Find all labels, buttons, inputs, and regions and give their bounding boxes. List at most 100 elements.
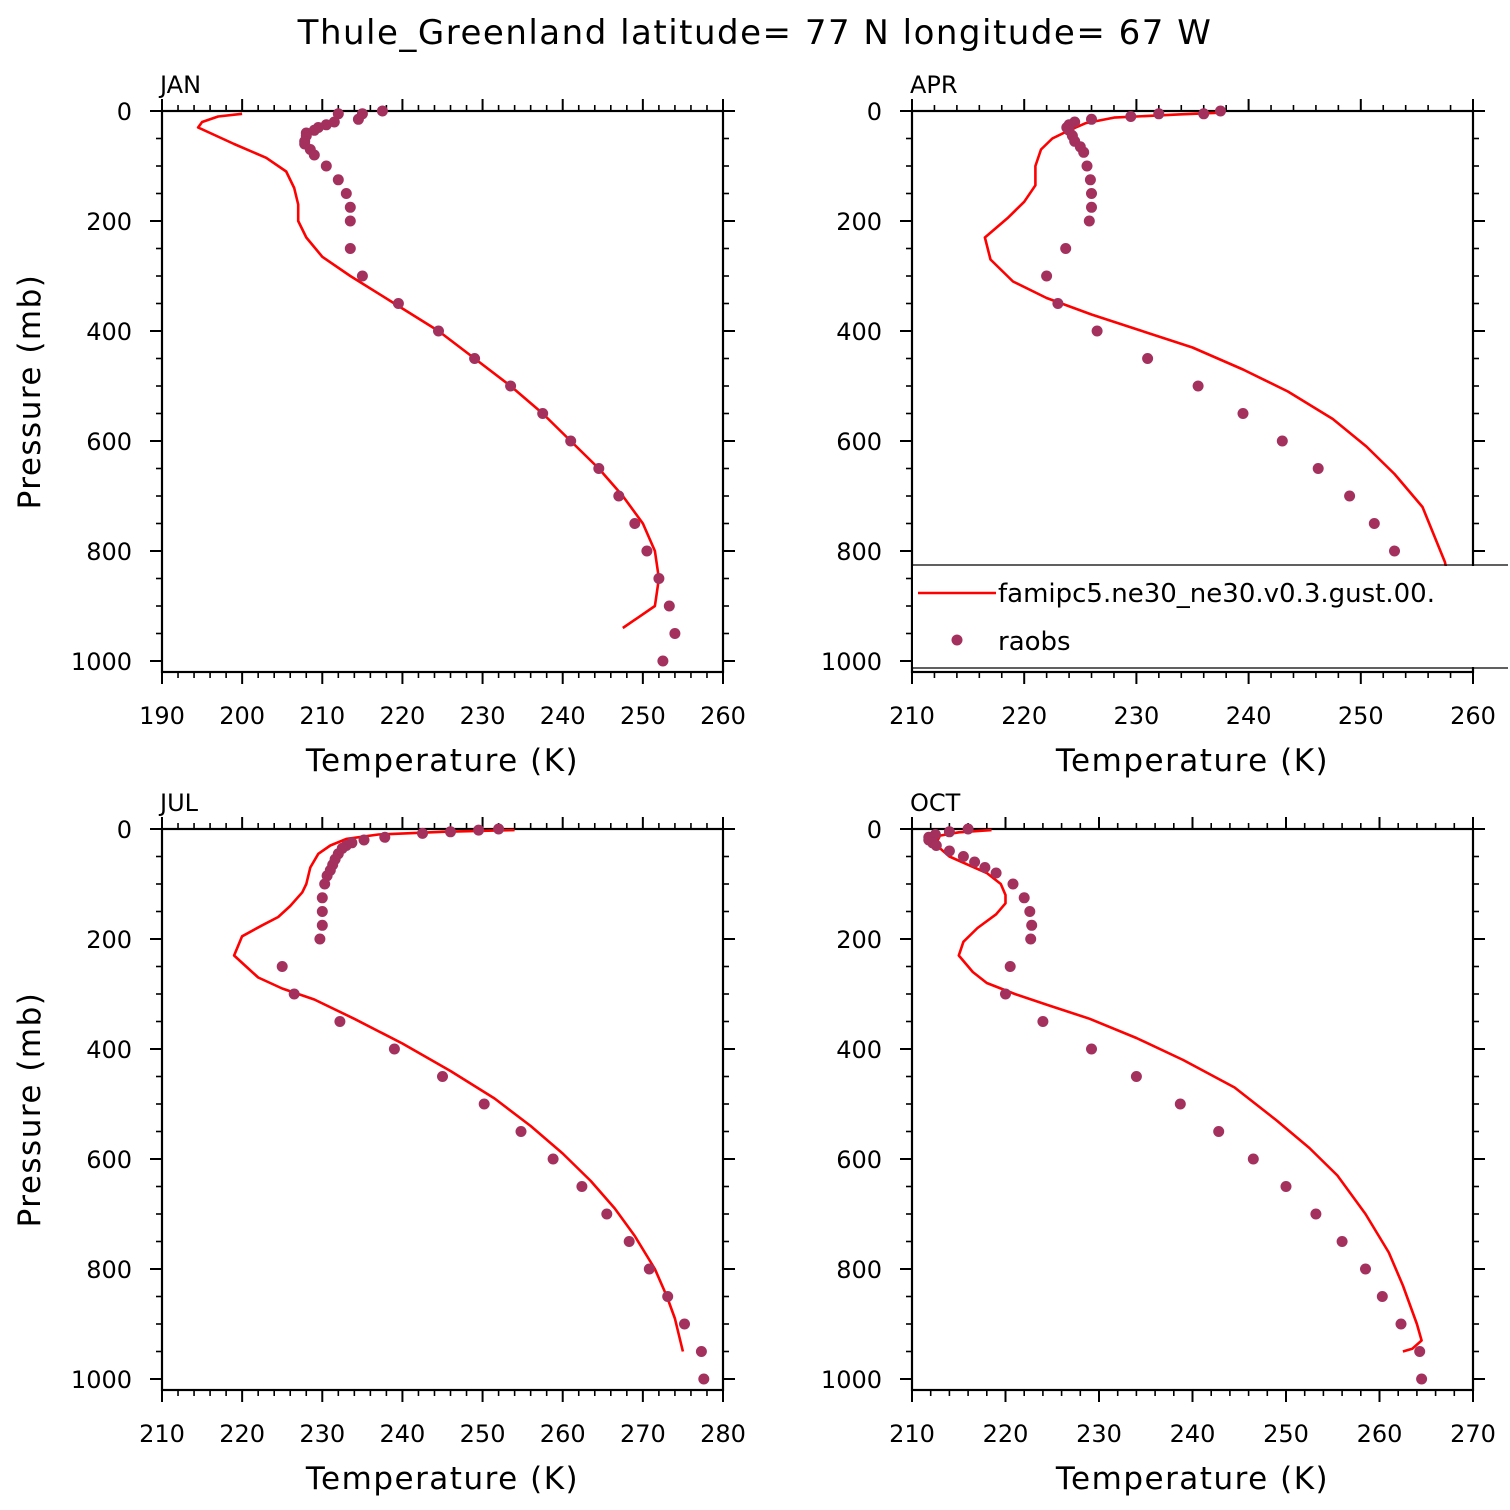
raobs-point xyxy=(613,490,625,502)
raobs-point xyxy=(979,862,991,873)
raobs-point xyxy=(643,1263,655,1275)
raobs-point xyxy=(1414,1346,1426,1357)
raobs-point xyxy=(1198,108,1210,120)
x-axis: 210 220 230 240 250 260 270 280 xyxy=(139,817,746,1448)
raobs-point xyxy=(433,325,444,337)
raobs-point xyxy=(576,1181,588,1192)
panel-label: OCT xyxy=(910,789,961,817)
raobs-point xyxy=(1025,933,1037,945)
raobs-point xyxy=(388,1043,400,1055)
y-tick-label: 600 xyxy=(836,1146,882,1174)
raobs-point xyxy=(547,1153,559,1165)
x-tick-label: 210 xyxy=(299,702,345,730)
y-tick-label: 400 xyxy=(86,318,132,346)
raobs-point xyxy=(1336,1236,1348,1247)
raobs-point xyxy=(376,105,388,117)
y-tick-label: 200 xyxy=(86,208,132,236)
y-axis: 0 200 400 600 800 1000 xyxy=(821,98,1485,676)
raobs-point xyxy=(515,1126,527,1137)
raobs-point xyxy=(1083,215,1095,227)
raobs-point xyxy=(469,353,481,364)
raobs-point xyxy=(1215,105,1226,117)
raobs-point xyxy=(1360,1263,1371,1275)
y-tick-label: 200 xyxy=(86,926,132,954)
raobs-point xyxy=(957,851,969,862)
raobs-point xyxy=(1213,1126,1225,1137)
x-tick-label: 270 xyxy=(1450,1420,1496,1448)
panel-apr: APR 210 220 230 240 250 260 0 200 400 600 800 1000 Te… xyxy=(821,71,1496,779)
legend-label-raobs: raobs xyxy=(998,627,1071,657)
raobs-point xyxy=(493,823,505,835)
y-axis: 0 200 400 600 800 1000 xyxy=(71,98,735,676)
raobs-point xyxy=(340,188,352,199)
x-axis-label: Temperature (K) xyxy=(1055,1461,1329,1497)
raobs-point xyxy=(473,824,485,836)
raobs-point xyxy=(653,573,665,584)
raobs-point xyxy=(593,463,605,474)
raobs-point xyxy=(601,1208,613,1220)
raobs-point xyxy=(316,906,328,917)
raobs-point xyxy=(623,1236,635,1247)
x-tick-label: 250 xyxy=(620,702,666,730)
raobs-point xyxy=(358,834,370,846)
raobs-point xyxy=(1004,961,1016,972)
panel-label: APR xyxy=(910,71,958,99)
raobs-point xyxy=(969,856,981,868)
raobs-point xyxy=(1125,111,1137,122)
raobs-point xyxy=(352,113,364,125)
y-tick-label: 1000 xyxy=(821,648,882,676)
y-tick-label: 200 xyxy=(836,208,882,236)
raobs-point xyxy=(537,408,549,419)
raobs-point xyxy=(990,867,1002,879)
raobs-point xyxy=(356,270,368,282)
raobs-point xyxy=(392,298,404,309)
raobs-points xyxy=(923,823,1428,1385)
y-tick-label: 600 xyxy=(86,428,132,456)
x-tick-label: 220 xyxy=(1001,702,1047,730)
plot-frame xyxy=(910,109,1475,674)
raobs-point xyxy=(276,961,288,972)
legend-label-model: famipc5.ne30_ne30.v0.3.gust.00. xyxy=(998,579,1435,609)
raobs-point xyxy=(344,215,356,227)
x-tick-label: 210 xyxy=(889,702,935,730)
x-tick-label: 190 xyxy=(139,702,185,730)
raobs-point xyxy=(1368,518,1380,529)
raobs-point xyxy=(1310,1208,1322,1220)
raobs-point xyxy=(1086,113,1097,125)
raobs-point xyxy=(1416,1373,1428,1385)
raobs-point xyxy=(695,1346,707,1357)
raobs-point xyxy=(1192,380,1204,392)
raobs-point xyxy=(505,380,517,392)
raobs-point xyxy=(657,655,669,667)
x-tick-label: 230 xyxy=(460,702,506,730)
x-tick-label: 210 xyxy=(139,1420,185,1448)
model-profile-line xyxy=(935,828,1423,1353)
y-tick-label: 200 xyxy=(836,926,882,954)
raobs-point xyxy=(1000,988,1011,1000)
raobs-point xyxy=(943,845,955,857)
raobs-point xyxy=(1395,1318,1407,1330)
y-tick-label: 400 xyxy=(836,1036,882,1064)
raobs-point xyxy=(1091,325,1103,337)
raobs-point xyxy=(1344,490,1356,502)
y-tick-label: 800 xyxy=(836,538,882,566)
y-tick-label: 0 xyxy=(117,98,132,126)
raobs-point xyxy=(1276,435,1288,447)
x-tick-label: 250 xyxy=(1263,1420,1309,1448)
raobs-point xyxy=(1084,174,1096,186)
x-tick-label: 260 xyxy=(1357,1420,1403,1448)
raobs-point xyxy=(669,628,681,639)
raobs-point xyxy=(1078,146,1090,158)
raobs-point xyxy=(679,1318,690,1330)
y-tick-label: 800 xyxy=(836,1256,882,1284)
raobs-point xyxy=(1086,1043,1097,1055)
raobs-point xyxy=(288,988,300,1000)
x-tick-label: 270 xyxy=(620,1420,666,1448)
y-tick-label: 1000 xyxy=(821,1366,882,1394)
raobs-point xyxy=(1174,1098,1186,1110)
raobs-point xyxy=(1041,270,1053,282)
y-tick-label: 1000 xyxy=(71,648,132,676)
raobs-point xyxy=(943,826,955,838)
raobs-point xyxy=(1018,892,1030,904)
raobs-point xyxy=(1081,160,1093,172)
